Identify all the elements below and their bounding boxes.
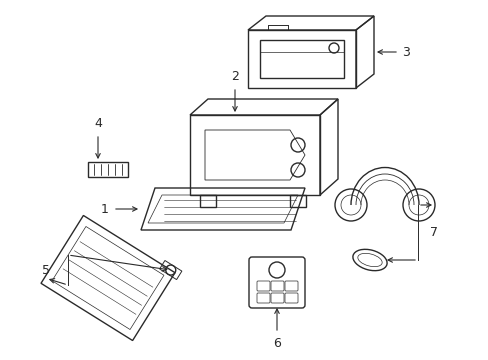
- Text: 7: 7: [429, 225, 437, 239]
- Text: 4: 4: [94, 117, 102, 130]
- Text: 2: 2: [231, 70, 239, 83]
- Text: 1: 1: [101, 202, 109, 216]
- Text: 6: 6: [272, 337, 281, 350]
- Text: 3: 3: [401, 45, 409, 59]
- Text: 5: 5: [42, 264, 50, 276]
